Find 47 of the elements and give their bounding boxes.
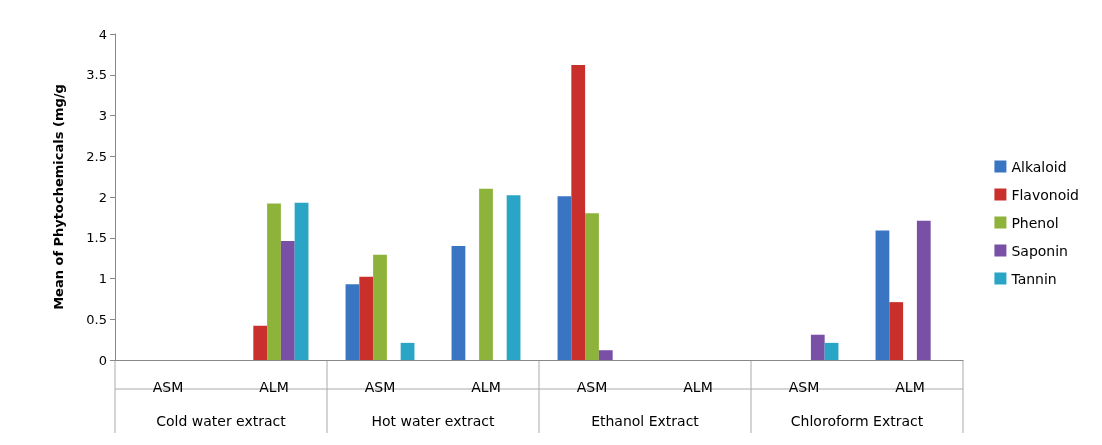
y-tick-label: 4 — [98, 26, 107, 42]
text: Ethanol Extract — [591, 413, 700, 429]
bar — [345, 284, 360, 360]
x-tick-label: ALM — [895, 379, 925, 395]
bar — [598, 350, 613, 360]
x-tick-label: ALM — [471, 379, 501, 395]
bar — [916, 220, 931, 360]
legend-label: Saponin — [1011, 242, 1068, 259]
x-tick-label: ALM — [259, 379, 289, 395]
x-tick-label: ASM — [788, 379, 820, 395]
text: Cold water extract — [156, 413, 287, 429]
bar — [889, 302, 904, 360]
x-tick-label: ASM — [576, 379, 608, 395]
x-tick-label: ASM — [364, 379, 396, 395]
bar — [280, 241, 295, 360]
bar — [585, 213, 599, 360]
y-tick-label: 3 — [98, 108, 107, 123]
bar — [479, 188, 493, 360]
bar — [253, 325, 268, 360]
y-tick-label: 3.5 — [86, 67, 107, 83]
y-tick-label: 2 — [98, 189, 107, 205]
bar — [875, 230, 890, 360]
bar — [294, 202, 309, 360]
y-tick-label: 1.5 — [86, 230, 107, 246]
bar — [506, 195, 521, 360]
text: Chloroform Extract — [790, 413, 924, 429]
bar — [267, 203, 281, 360]
bar — [400, 342, 415, 360]
x-tick-label: ASM — [152, 379, 184, 395]
bar — [373, 254, 387, 360]
y-tick-label: 2.5 — [86, 148, 107, 164]
y-tick-label: 0.5 — [86, 311, 107, 327]
legend-label: Tannin — [1010, 270, 1057, 287]
legend-label: Phenol — [1011, 214, 1059, 231]
bar — [557, 196, 572, 360]
x-tick-label: ALM — [683, 379, 713, 395]
y-tick-label: 1 — [98, 271, 107, 286]
y-axis-title: Mean of Phytochemicals (mg/g — [51, 84, 66, 310]
bar — [451, 245, 466, 360]
legend-label: Alkaloid — [1011, 158, 1067, 175]
bar — [824, 342, 839, 360]
text: Hot water extract — [371, 413, 496, 429]
y-tick-label: 0 — [98, 352, 107, 368]
bar — [359, 276, 374, 360]
bar — [571, 64, 586, 360]
legend-label: Flavonoid — [1011, 186, 1080, 203]
bar — [810, 334, 825, 360]
